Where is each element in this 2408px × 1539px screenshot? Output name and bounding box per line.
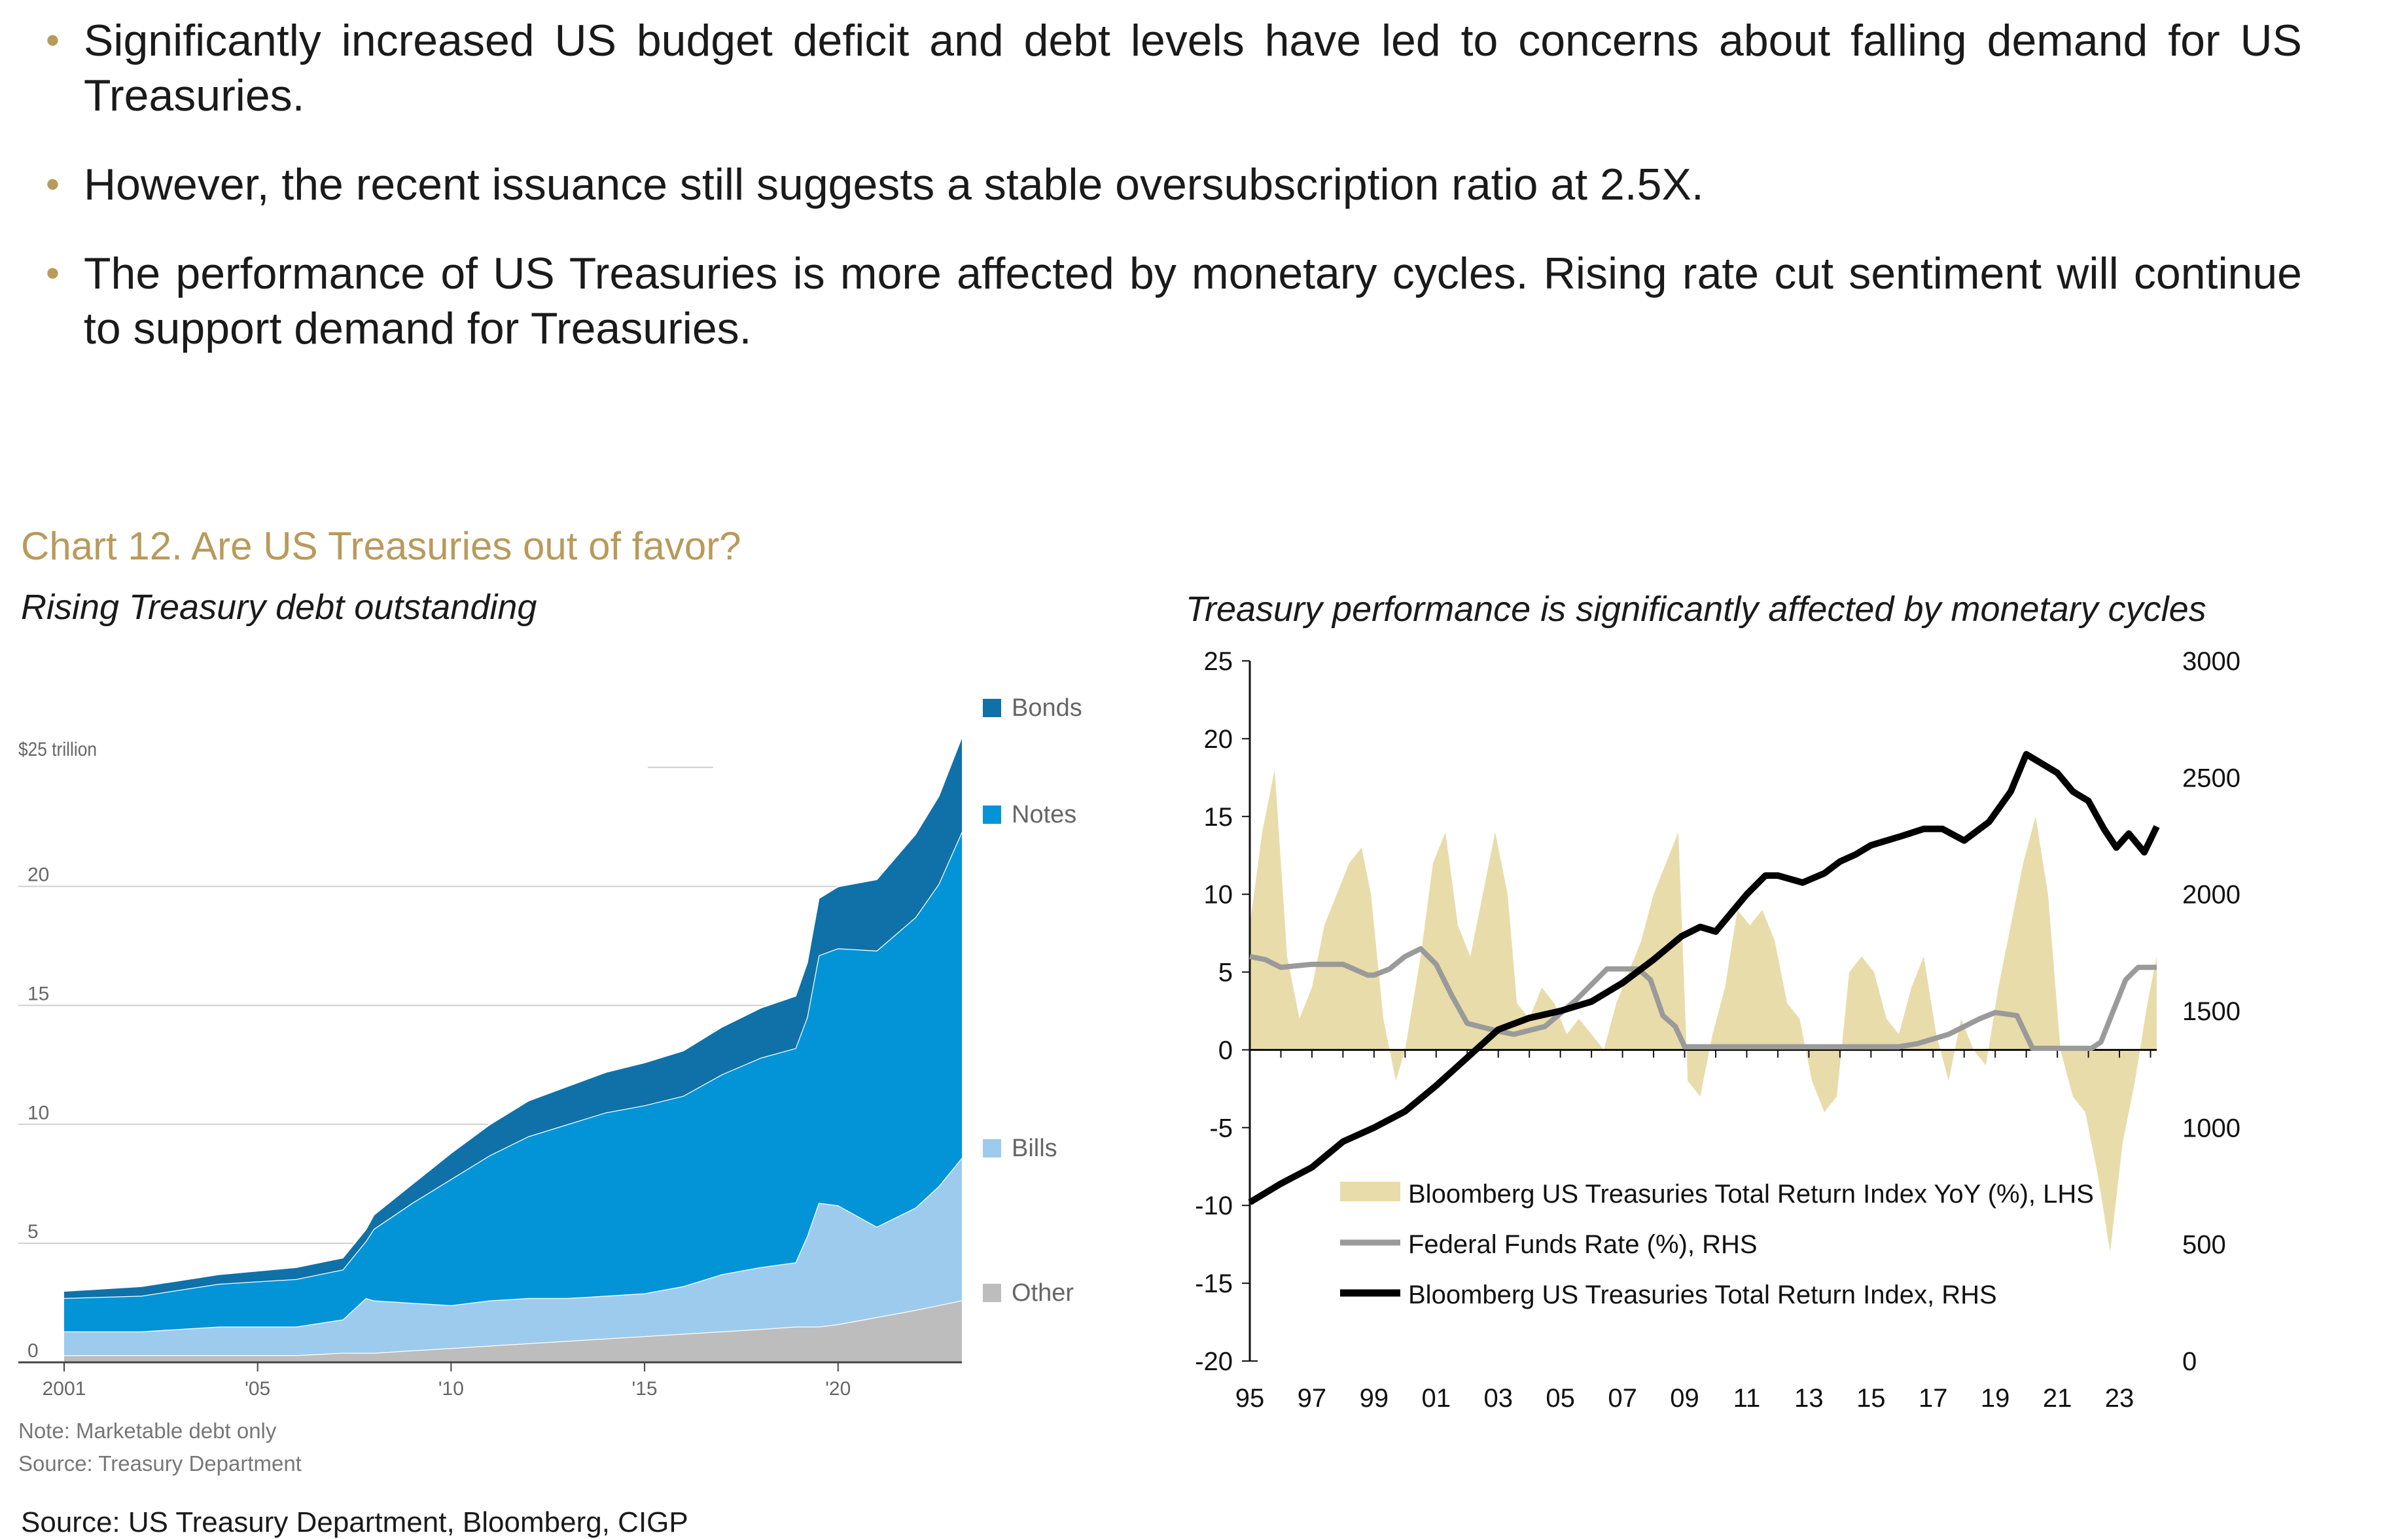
- y-tick-label: 5: [27, 1221, 39, 1243]
- x-tick-label: 19: [1981, 1384, 2010, 1413]
- x-tick-label: 17: [1919, 1384, 1948, 1413]
- bullet-text: However, the recent issuance still sugge…: [84, 160, 1704, 209]
- legend-label-bills: Bills: [1012, 1135, 1057, 1162]
- y-tick-label: 25: [1204, 647, 1233, 676]
- legend-label-notes: Notes: [1012, 801, 1076, 828]
- source-note: Source: US Treasury Department, Bloomber…: [21, 1506, 688, 1538]
- bullet-item: • However, the recent issuance still sugg…: [31, 157, 2302, 212]
- x-tick-label: 23: [2105, 1384, 2134, 1413]
- legend-label: Bloomberg US Treasuries Total Return Ind…: [1408, 1281, 1997, 1309]
- y-tick-label: 20: [1204, 725, 1233, 754]
- y2-tick-label: 1500: [2182, 997, 2240, 1026]
- y2-tick-label: 500: [2182, 1231, 2226, 1260]
- legend-swatch-other: [983, 1284, 1001, 1302]
- x-tick-label: 99: [1360, 1384, 1389, 1413]
- y2-tick-label: 1000: [2182, 1114, 2240, 1142]
- legend-label: Federal Funds Rate (%), RHS: [1408, 1230, 1758, 1259]
- x-tick-label: 01: [1422, 1384, 1451, 1413]
- bullet-text: Significantly increased US budget defici…: [84, 16, 2302, 120]
- x-tick-label: 21: [2043, 1384, 2072, 1413]
- x-tick-label: 13: [1794, 1384, 1824, 1413]
- fed-funds-line: [1249, 946, 2157, 1052]
- left-chart-subtitle: Rising Treasury debt outstanding: [21, 588, 537, 627]
- x-tick-label: 95: [1235, 1384, 1265, 1413]
- legend-swatch-notes: [983, 805, 1001, 824]
- x-tick-label: '20: [825, 1378, 851, 1400]
- performance-line-chart: 25 20 15 10 5 0 -5 -10 -15 -20 3000 2500 2000 1500 100…: [1195, 647, 2240, 1413]
- legend-swatch-bonds: [983, 699, 1001, 717]
- area-other: [64, 1300, 962, 1362]
- area-bills: [64, 1158, 962, 1356]
- debt-area-chart: $25 trillion 0 5 10 15 20 2001 '05 '10 '15 '20 O…: [18, 694, 1082, 1476]
- y-tick-label: 15: [1204, 803, 1233, 832]
- chart-note-source: Source: Treasury Department: [18, 1451, 302, 1476]
- x-tick-label: 05: [1546, 1384, 1575, 1413]
- y2-tick-label: 0: [2182, 1347, 2197, 1376]
- area-boundary-bonds: [63, 736, 963, 1292]
- y-tick-label: -5: [1209, 1114, 1233, 1142]
- y-tick-label: 0: [27, 1340, 39, 1362]
- y-tick-label: 5: [1218, 959, 1233, 987]
- x-tick-label: '05: [245, 1378, 270, 1400]
- right-chart-subtitle: Treasury performance is significantly af…: [1186, 590, 2206, 629]
- bullet-text: The performance of US Treasuries is more…: [84, 249, 2302, 353]
- y-tick-label: 0: [1218, 1036, 1233, 1065]
- bullet-dot-icon: •: [46, 18, 60, 62]
- y-tick-label: -20: [1195, 1347, 1233, 1376]
- bullet-item: • The performance of US Treasuries is mor…: [31, 246, 2302, 356]
- bullet-list: • Significantly increased US budget defic…: [31, 13, 2302, 390]
- bullet-dot-icon: •: [46, 162, 60, 206]
- y2-tick-label: 2500: [2182, 764, 2240, 792]
- x-tick-label: 09: [1670, 1384, 1699, 1413]
- y-tick-label: 10: [27, 1102, 49, 1123]
- y-tick-label: 10: [1204, 881, 1233, 910]
- x-tick-label: '10: [438, 1378, 464, 1400]
- index-line: [1248, 751, 2160, 1205]
- area-notes: [64, 831, 962, 1332]
- x-tick-label: 97: [1298, 1384, 1327, 1413]
- x-tick-label: 15: [1856, 1384, 1886, 1413]
- bullet-item: • Significantly increased US budget defic…: [31, 13, 2302, 123]
- x-tick-label: 11: [1733, 1384, 1761, 1413]
- legend-label-other: Other: [1012, 1279, 1074, 1307]
- x-tick-label: '15: [632, 1378, 658, 1400]
- chart-note: Note: Marketable debt only: [18, 1419, 277, 1443]
- y-tick-label: 15: [27, 983, 49, 1004]
- legend-label-bonds: Bonds: [1012, 694, 1082, 722]
- y-tick-label: -10: [1195, 1192, 1233, 1220]
- yoy-bars: [1250, 770, 2157, 1252]
- y-tick-label: 20: [27, 864, 49, 886]
- x-tick-label: 03: [1483, 1384, 1513, 1413]
- bullet-dot-icon: •: [46, 251, 60, 295]
- y-unit-label: $25 trillion: [18, 739, 97, 760]
- legend-label: Bloomberg US Treasuries Total Return Ind…: [1408, 1180, 2094, 1209]
- chart-title: Chart 12. Are US Treasuries out of favor…: [21, 524, 741, 568]
- y2-tick-label: 3000: [2182, 647, 2240, 676]
- y-tick-label: -15: [1195, 1269, 1233, 1298]
- x-tick-label: 2001: [43, 1378, 86, 1400]
- legend-swatch-bills: [983, 1139, 1001, 1158]
- legend-swatch-yoy: [1340, 1182, 1400, 1201]
- y2-tick-label: 2000: [2182, 881, 2240, 910]
- x-tick-label: 07: [1608, 1384, 1637, 1413]
- area-bonds: [64, 736, 962, 1298]
